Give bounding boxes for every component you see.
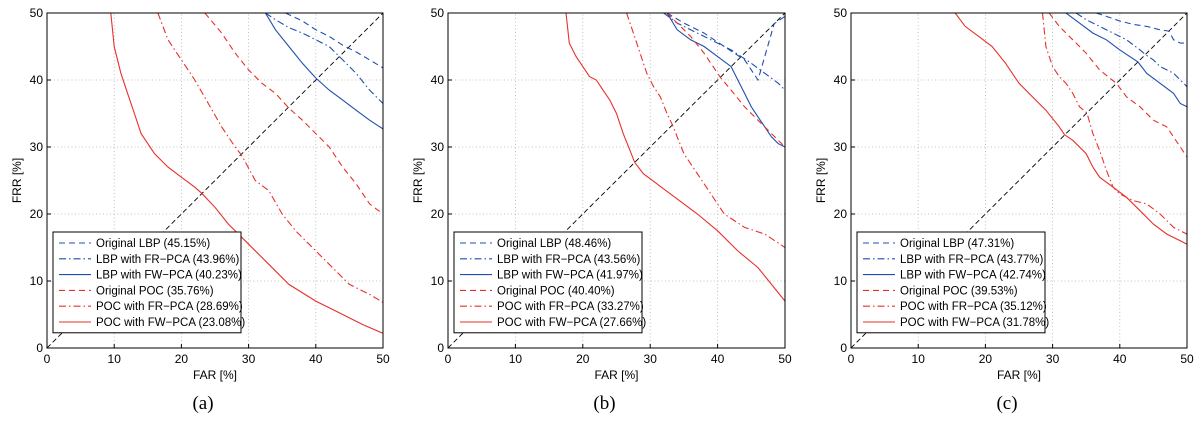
x-tick-label: 10 bbox=[912, 352, 926, 366]
legend-entry: LBP with FR−PCA (43.77%) bbox=[900, 254, 1043, 266]
legend-entry: POC with FW−PCA (27.66%) bbox=[497, 317, 646, 329]
x-tick-label: 50 bbox=[1180, 352, 1194, 366]
y-tick-label: 0 bbox=[840, 341, 847, 355]
legend-box bbox=[453, 231, 643, 334]
y-tick-label: 30 bbox=[834, 140, 848, 154]
axes-frame bbox=[447, 12, 786, 349]
legend-entry: LBP with FW−PCA (42.74%) bbox=[900, 270, 1046, 282]
y-tick-label: 40 bbox=[431, 73, 445, 87]
x-axis-label: FAR [%] bbox=[193, 368, 237, 382]
y-tick-label: 50 bbox=[30, 6, 44, 20]
x-tick-label: 40 bbox=[711, 352, 725, 366]
x-tick-label: 30 bbox=[644, 352, 658, 366]
series-line-4 bbox=[157, 13, 383, 303]
axes-frame bbox=[850, 12, 1188, 349]
chart-panel-2: 0 10 20 30 40 50 0 10 20 30 40 50 FAR [%] FRR [%] Orig… bbox=[814, 6, 1194, 414]
series-line-4 bbox=[1041, 13, 1187, 235]
series-line-4 bbox=[626, 13, 785, 248]
y-tick-label: 50 bbox=[834, 6, 848, 20]
eer-diagonal-line bbox=[47, 13, 383, 348]
legend: Original LBP (47.31%) LBP with FR−PCA (43… bbox=[856, 231, 1049, 334]
series-line-2 bbox=[666, 13, 785, 148]
x-tick-label: 40 bbox=[309, 352, 323, 366]
panel-caption: (b) bbox=[593, 393, 615, 414]
legend-entry: LBP with FR−PCA (43.56%) bbox=[497, 254, 640, 266]
y-tick-label: 20 bbox=[30, 207, 44, 221]
legend: Original LBP (45.15%) LBP with FR−PCA (43… bbox=[52, 231, 245, 334]
legend-entry: LBP with FW−PCA (40.23%) bbox=[96, 270, 242, 282]
y-tick-label: 0 bbox=[36, 341, 43, 355]
x-tick-label: 20 bbox=[979, 352, 993, 366]
series-line-3 bbox=[1048, 13, 1187, 158]
x-tick-label: 50 bbox=[376, 352, 390, 366]
axes-frame bbox=[46, 12, 384, 349]
y-tick-label: 20 bbox=[834, 207, 848, 221]
x-tick-label: 10 bbox=[509, 352, 523, 366]
legend-entry: POC with FW−PCA (23.08%) bbox=[96, 317, 245, 329]
y-axis-label: FRR [%] bbox=[814, 158, 828, 203]
x-tick-label: 0 bbox=[445, 352, 452, 366]
x-tick-label: 30 bbox=[1046, 352, 1060, 366]
legend-entry: Original LBP (48.46%) bbox=[497, 238, 611, 250]
y-tick-label: 0 bbox=[437, 341, 444, 355]
legend-entry: Original LBP (45.15%) bbox=[96, 238, 210, 250]
legend-entry: Original POC (39.53%) bbox=[900, 285, 1018, 297]
panel-caption: (a) bbox=[192, 393, 213, 414]
legend-entry: Original POC (40.40%) bbox=[497, 285, 615, 297]
panel-caption: (c) bbox=[996, 393, 1017, 414]
legend-entry: Original LBP (47.31%) bbox=[900, 238, 1014, 250]
legend-box bbox=[856, 231, 1046, 334]
series-line-3 bbox=[204, 13, 383, 215]
x-tick-label: 0 bbox=[44, 352, 51, 366]
x-tick-label: 50 bbox=[778, 352, 792, 366]
legend: Original LBP (48.46%) LBP with FR−PCA (43… bbox=[453, 231, 646, 334]
x-tick-label: 20 bbox=[175, 352, 189, 366]
x-tick-label: 40 bbox=[1113, 352, 1127, 366]
y-tick-label: 40 bbox=[30, 73, 44, 87]
x-tick-label: 20 bbox=[576, 352, 590, 366]
eer-diagonal-line bbox=[851, 13, 1187, 348]
legend-entry: POC with FR−PCA (35.12%) bbox=[900, 301, 1047, 313]
legend-entry: POC with FR−PCA (33.27%) bbox=[497, 301, 644, 313]
y-tick-label: 10 bbox=[834, 274, 848, 288]
x-tick-label: 0 bbox=[848, 352, 855, 366]
series-line-5 bbox=[565, 13, 785, 302]
y-tick-label: 50 bbox=[431, 6, 445, 20]
eer-diagonal-line bbox=[448, 13, 785, 348]
chart-panel-1: 0 10 20 30 40 50 0 10 20 30 40 50 FAR [%] FRR [%] Orig… bbox=[411, 6, 792, 414]
series-line-3 bbox=[666, 13, 785, 148]
legend-entry: LBP with FR−PCA (43.96%) bbox=[96, 254, 239, 266]
y-tick-label: 10 bbox=[30, 274, 44, 288]
x-tick-label: 10 bbox=[108, 352, 122, 366]
series-line-0 bbox=[285, 13, 383, 69]
legend-box bbox=[52, 231, 242, 334]
y-tick-label: 20 bbox=[431, 207, 445, 221]
y-tick-label: 30 bbox=[30, 140, 44, 154]
x-axis-label: FAR [%] bbox=[594, 368, 638, 382]
series-line-1 bbox=[663, 13, 785, 91]
chart-panel-0: 0 10 20 30 40 50 0 10 20 30 40 50 FAR [%] FRR [%] Orig… bbox=[10, 6, 390, 414]
legend-entry: POC with FW−PCA (31.78%) bbox=[900, 317, 1049, 329]
series-line-5 bbox=[110, 13, 383, 334]
legend-entry: Original POC (35.76%) bbox=[96, 285, 214, 297]
series-line-2 bbox=[1065, 13, 1187, 108]
series-line-2 bbox=[264, 13, 383, 130]
x-tick-label: 30 bbox=[242, 352, 256, 366]
series-line-5 bbox=[954, 13, 1187, 245]
legend-entry: LBP with FW−PCA (41.97%) bbox=[497, 270, 643, 282]
y-tick-label: 30 bbox=[431, 140, 445, 154]
series-line-0 bbox=[666, 13, 785, 82]
series-line-1 bbox=[265, 13, 383, 104]
legend-entry: POC with FR−PCA (28.69%) bbox=[96, 301, 243, 313]
y-axis-label: FRR [%] bbox=[10, 158, 24, 203]
y-tick-label: 40 bbox=[834, 73, 848, 87]
y-axis-label: FRR [%] bbox=[411, 158, 425, 203]
x-axis-label: FAR [%] bbox=[997, 368, 1041, 382]
y-tick-label: 10 bbox=[431, 274, 445, 288]
